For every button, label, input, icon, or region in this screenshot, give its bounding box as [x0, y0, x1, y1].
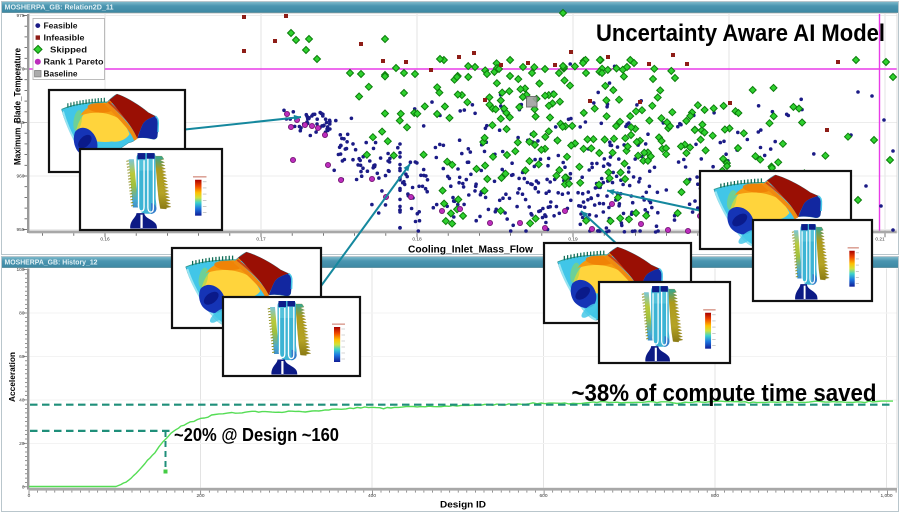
svg-text:970: 970 [16, 67, 24, 73]
svg-text:1,000: 1,000 [880, 493, 892, 499]
svg-text:960: 960 [16, 174, 24, 180]
svg-text:MOSHERPA_GB: Relation2D_11: MOSHERPA_GB: Relation2D_11 [5, 5, 114, 12]
svg-text:Design ID: Design ID [440, 500, 486, 511]
svg-text:20: 20 [19, 441, 25, 447]
svg-text:0.21: 0.21 [875, 237, 885, 243]
svg-text:~38% of compute time saved: ~38% of compute time saved [572, 380, 877, 407]
svg-text:Infeasible: Infeasible [44, 32, 85, 42]
svg-text:Acceleration: Acceleration [7, 352, 17, 402]
svg-text:~20% @ Design ~160: ~20% @ Design ~160 [174, 424, 339, 445]
svg-text:Skipped: Skipped [50, 45, 87, 55]
svg-text:975: 975 [16, 13, 24, 19]
svg-text:955: 955 [16, 227, 24, 233]
svg-text:Rank 1 Pareto: Rank 1 Pareto [44, 57, 104, 67]
svg-text:800: 800 [711, 493, 719, 499]
svg-text:965: 965 [16, 120, 24, 126]
svg-text:0.16: 0.16 [100, 237, 110, 243]
svg-text:MOSHERPA_GB: History_12: MOSHERPA_GB: History_12 [5, 260, 98, 267]
svg-text:Uncertainty Aware AI Model: Uncertainty Aware AI Model [596, 20, 885, 47]
svg-text:100: 100 [16, 267, 24, 273]
svg-text:0.18: 0.18 [412, 237, 422, 243]
svg-text:0: 0 [28, 493, 31, 499]
svg-text:Baseline: Baseline [44, 69, 78, 79]
svg-text:Cooling_Inlet_Mass_Flow: Cooling_Inlet_Mass_Flow [408, 245, 533, 256]
svg-text:0.17: 0.17 [256, 237, 266, 243]
svg-text:600: 600 [539, 493, 547, 499]
svg-text:Maximum_Blade_Temperature: Maximum_Blade_Temperature [13, 48, 23, 165]
svg-text:Feasible: Feasible [44, 20, 78, 30]
svg-text:200: 200 [196, 493, 204, 499]
svg-text:40: 40 [19, 398, 25, 404]
svg-text:80: 80 [19, 311, 25, 317]
svg-text:60: 60 [19, 354, 25, 360]
svg-text:400: 400 [368, 493, 376, 499]
svg-text:0: 0 [22, 485, 25, 491]
svg-text:0.19: 0.19 [568, 237, 578, 243]
